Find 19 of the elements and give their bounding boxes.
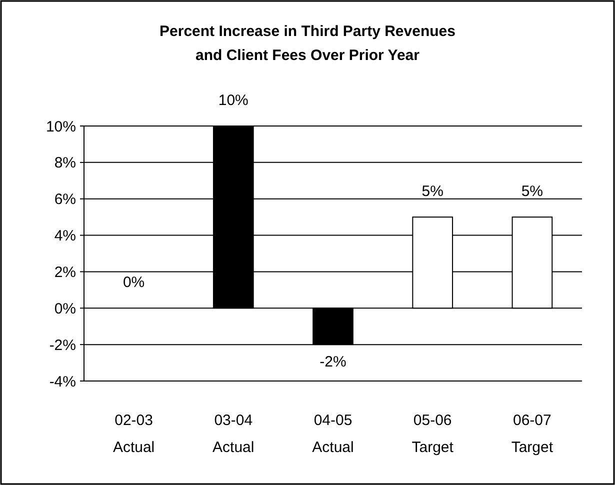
y-tick-label: -2%	[49, 336, 76, 354]
x-tick-label: 05-06 Target	[412, 412, 454, 456]
x-tick-label: 03-04 Actual	[212, 412, 254, 456]
x-tick-label: 02-03 Actual	[112, 412, 155, 456]
y-tick-label: 4%	[54, 228, 76, 245]
data-label: 0%	[122, 274, 145, 292]
y-tick-label: -4%	[49, 373, 76, 390]
data-label: 10%	[218, 92, 248, 109]
x-tick-label: 06-07 Target	[511, 412, 554, 456]
data-label: 5%	[422, 183, 444, 200]
y-tick-label: 6%	[54, 191, 76, 208]
y-tick-label: 8%	[54, 154, 76, 172]
data-label: -2%	[320, 354, 346, 371]
y-tick-label: 2%	[54, 264, 76, 281]
x-tick-label: 04-05 Actual	[312, 412, 354, 456]
y-tick-label: 10%	[46, 118, 76, 136]
chart-title: Percent Increase in Third Party Revenues and Client Fees Over Prior Year	[160, 23, 456, 64]
y-tick-label: 0%	[54, 300, 76, 318]
data-label: 5%	[521, 183, 544, 200]
